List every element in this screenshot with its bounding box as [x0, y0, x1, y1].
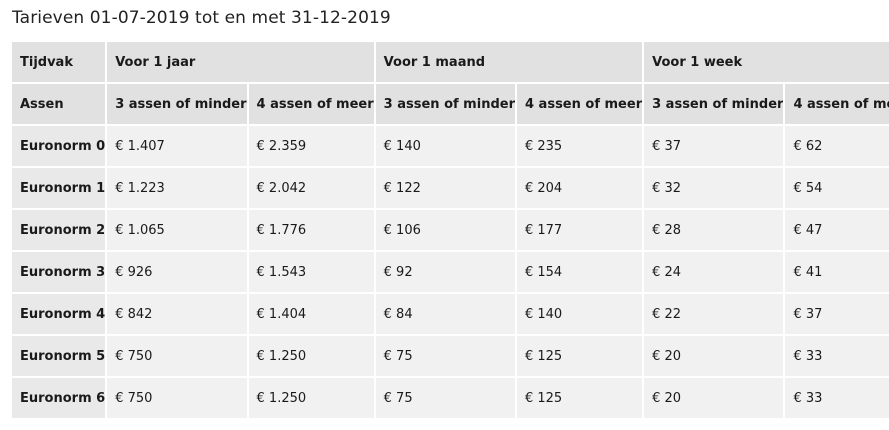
- row-label: Euronorm 0: [12, 126, 106, 166]
- table-cell: € 106: [375, 210, 515, 250]
- table-cell: € 926: [107, 252, 247, 292]
- table-cell: € 842: [107, 294, 247, 334]
- table-row: Euronorm 4 € 842 € 1.404 € 84 € 140 € 22 € 37: [12, 294, 889, 334]
- subheader-col: 4 assen of meer: [248, 84, 374, 124]
- table-cell: € 75: [375, 378, 515, 418]
- table-body: Euronorm 0 € 1.407 € 2.359 € 140 € 235 € 37 € …: [12, 126, 889, 418]
- row-label: Euronorm 3: [12, 252, 106, 292]
- table-cell: € 33: [785, 336, 889, 376]
- table-cell: € 24: [644, 252, 784, 292]
- table-cell: € 750: [107, 336, 247, 376]
- subheader-col: 3 assen of minder: [644, 84, 784, 124]
- table-cell: € 33: [785, 378, 889, 418]
- subheader-col: 3 assen of minder: [375, 84, 515, 124]
- row-label: Euronorm 5: [12, 336, 106, 376]
- table-cell: € 1.250: [248, 378, 374, 418]
- table-cell: € 235: [516, 126, 643, 166]
- table-cell: € 125: [516, 378, 643, 418]
- table-cell: € 140: [516, 294, 643, 334]
- header-period-year: Voor 1 jaar: [107, 42, 374, 82]
- table-cell: € 204: [516, 168, 643, 208]
- row-label: Euronorm 4: [12, 294, 106, 334]
- table-cell: € 20: [644, 378, 784, 418]
- table-cell: € 22: [644, 294, 784, 334]
- header-assen: Assen: [12, 84, 106, 124]
- header-period-month: Voor 1 maand: [375, 42, 643, 82]
- subheader-row: Assen 3 assen of minder 4 assen of meer …: [12, 84, 889, 124]
- table-cell: € 122: [375, 168, 515, 208]
- table-cell: € 2.359: [248, 126, 374, 166]
- table-cell: € 154: [516, 252, 643, 292]
- table-cell: € 37: [644, 126, 784, 166]
- table-cell: € 1.065: [107, 210, 247, 250]
- table-cell: € 47: [785, 210, 889, 250]
- table-cell: € 41: [785, 252, 889, 292]
- header-period-week: Voor 1 week: [644, 42, 889, 82]
- rates-table: Tijdvak Voor 1 jaar Voor 1 maand Voor 1 …: [10, 40, 889, 420]
- table-cell: € 2.042: [248, 168, 374, 208]
- row-label: Euronorm 6: [12, 378, 106, 418]
- subheader-col: 4 assen of meer: [785, 84, 889, 124]
- table-cell: € 20: [644, 336, 784, 376]
- table-cell: € 177: [516, 210, 643, 250]
- table-cell: € 1.404: [248, 294, 374, 334]
- table-cell: € 54: [785, 168, 889, 208]
- row-label: Euronorm 2: [12, 210, 106, 250]
- subheader-col: 3 assen of minder: [107, 84, 247, 124]
- table-row: Euronorm 5 € 750 € 1.250 € 75 € 125 € 20 € 33: [12, 336, 889, 376]
- table-row: Euronorm 1 € 1.223 € 2.042 € 122 € 204 € 32 € …: [12, 168, 889, 208]
- table-cell: € 84: [375, 294, 515, 334]
- table-cell: € 750: [107, 378, 247, 418]
- table-cell: € 125: [516, 336, 643, 376]
- table-cell: € 1.776: [248, 210, 374, 250]
- table-row: Euronorm 0 € 1.407 € 2.359 € 140 € 235 € 37 € …: [12, 126, 889, 166]
- table-cell: € 32: [644, 168, 784, 208]
- table-cell: € 92: [375, 252, 515, 292]
- table-cell: € 1.543: [248, 252, 374, 292]
- table-cell: € 140: [375, 126, 515, 166]
- row-label: Euronorm 1: [12, 168, 106, 208]
- header-row: Tijdvak Voor 1 jaar Voor 1 maand Voor 1 …: [12, 42, 889, 82]
- table-row: Euronorm 2 € 1.065 € 1.776 € 106 € 177 € 28 € …: [12, 210, 889, 250]
- table-cell: € 62: [785, 126, 889, 166]
- header-tijdvak: Tijdvak: [12, 42, 106, 82]
- subheader-col: 4 assen of meer: [516, 84, 643, 124]
- table-cell: € 28: [644, 210, 784, 250]
- table-row: Euronorm 3 € 926 € 1.543 € 92 € 154 € 24 € 41: [12, 252, 889, 292]
- table-cell: € 1.407: [107, 126, 247, 166]
- table-cell: € 37: [785, 294, 889, 334]
- table-cell: € 1.250: [248, 336, 374, 376]
- table-cell: € 75: [375, 336, 515, 376]
- table-row: Euronorm 6 € 750 € 1.250 € 75 € 125 € 20 € 33: [12, 378, 889, 418]
- table-cell: € 1.223: [107, 168, 247, 208]
- page-title: Tarieven 01-07-2019 tot en met 31-12-201…: [12, 8, 391, 28]
